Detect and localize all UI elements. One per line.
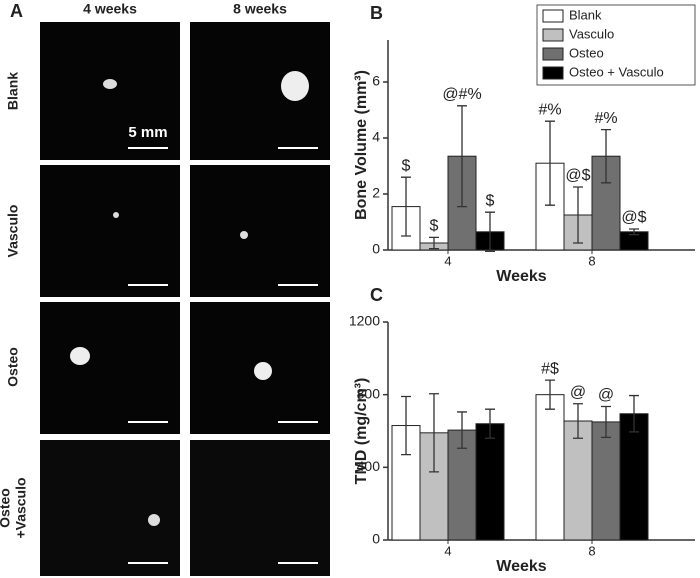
error-whisker bbox=[601, 128, 611, 184]
legend-label: Osteo bbox=[569, 45, 604, 60]
bar bbox=[591, 421, 621, 541]
scale-label: 5 mm bbox=[128, 124, 167, 141]
row-label: Osteo bbox=[5, 347, 21, 387]
error-bar bbox=[629, 228, 639, 236]
bone-blob bbox=[254, 362, 272, 380]
panel-label: C bbox=[370, 285, 383, 305]
bone-blob bbox=[148, 514, 160, 526]
error-whisker bbox=[629, 394, 639, 433]
error-whisker bbox=[401, 395, 411, 456]
error-whisker bbox=[457, 105, 467, 208]
y-tick-label: 400 bbox=[357, 458, 381, 474]
error-whisker bbox=[485, 211, 495, 253]
image bbox=[190, 440, 330, 576]
image bbox=[190, 165, 330, 297]
annotation: @$ bbox=[621, 209, 646, 226]
image bbox=[190, 22, 330, 160]
image bbox=[40, 22, 180, 160]
x-tick-label: 4 bbox=[444, 543, 451, 558]
x-tick-label: 8 bbox=[588, 253, 595, 268]
x-tick-label: 4 bbox=[444, 253, 451, 268]
annotation: #% bbox=[594, 110, 617, 127]
error-bar bbox=[545, 120, 555, 206]
error-bar bbox=[429, 393, 439, 473]
image bbox=[40, 440, 180, 576]
y-tick-label: 0 bbox=[372, 241, 380, 257]
x-tick-label: 8 bbox=[588, 543, 595, 558]
legend-swatch bbox=[542, 9, 564, 23]
y-tick-label: 2 bbox=[372, 185, 380, 201]
error-bar bbox=[573, 403, 583, 439]
legend-label: Blank bbox=[569, 7, 602, 22]
y-axis-label: Bone Volume (mm³) bbox=[353, 70, 370, 220]
y-tick-label: 4 bbox=[372, 129, 380, 145]
error-whisker bbox=[429, 393, 439, 473]
column-header: 4 weeks bbox=[83, 1, 137, 17]
annotation: $ bbox=[430, 218, 439, 235]
error-bar bbox=[601, 405, 611, 439]
bone-blob bbox=[103, 79, 117, 89]
y-tick-label: 0 bbox=[372, 531, 380, 547]
error-whisker bbox=[545, 120, 555, 206]
x-axis-label: Weeks bbox=[496, 558, 547, 575]
panel-label: B bbox=[370, 3, 383, 23]
error-bar bbox=[457, 411, 467, 449]
error-bar bbox=[573, 186, 583, 244]
error-whisker bbox=[573, 403, 583, 439]
y-tick-label: 6 bbox=[372, 73, 380, 89]
error-bar bbox=[429, 236, 439, 250]
annotation: #% bbox=[538, 101, 561, 118]
annotation: @#% bbox=[442, 86, 481, 103]
error-whisker bbox=[429, 236, 439, 250]
error-whisker bbox=[601, 405, 611, 439]
y-tick-label: 800 bbox=[357, 385, 381, 401]
panel-label: A bbox=[10, 1, 23, 21]
row-label: +Vasculo bbox=[13, 477, 29, 538]
annotation: $ bbox=[486, 192, 495, 209]
error-bar bbox=[545, 379, 555, 410]
y-axis-label: TMD (mg/cm³) bbox=[353, 378, 370, 485]
legend-swatch bbox=[542, 28, 564, 42]
bar bbox=[475, 423, 505, 541]
legend-label: Osteo + Vasculo bbox=[569, 64, 664, 79]
error-whisker bbox=[485, 408, 495, 439]
error-bar bbox=[629, 394, 639, 433]
error-whisker bbox=[401, 176, 411, 237]
image bbox=[40, 165, 180, 297]
annotation: @$ bbox=[565, 167, 590, 184]
bone-blob bbox=[113, 212, 119, 218]
column-header: 8 weeks bbox=[233, 1, 287, 17]
error-whisker bbox=[573, 186, 583, 244]
error-whisker bbox=[629, 228, 639, 236]
row-label: Blank bbox=[5, 72, 21, 110]
legend-swatch bbox=[542, 66, 564, 80]
error-whisker bbox=[545, 379, 555, 410]
bar bbox=[619, 413, 649, 541]
error-bar bbox=[485, 211, 495, 253]
error-bar bbox=[485, 408, 495, 439]
error-bar bbox=[457, 105, 467, 208]
bone-blob bbox=[240, 231, 248, 239]
legend-label: Vasculo bbox=[569, 26, 614, 41]
error-bar bbox=[401, 176, 411, 237]
bone-blob bbox=[281, 71, 309, 101]
annotation: @ bbox=[598, 387, 614, 404]
annotation: @ bbox=[570, 384, 586, 401]
row-label: Osteo bbox=[0, 488, 13, 528]
image bbox=[40, 302, 180, 434]
annotation: #$ bbox=[541, 360, 559, 377]
legend-swatch bbox=[542, 47, 564, 61]
error-bar bbox=[601, 128, 611, 184]
x-axis-label: Weeks bbox=[496, 268, 547, 285]
bone-blob bbox=[70, 347, 90, 365]
error-whisker bbox=[457, 411, 467, 449]
error-bar bbox=[401, 395, 411, 456]
row-label: Vasculo bbox=[5, 205, 21, 258]
y-tick-label: 1200 bbox=[349, 313, 380, 329]
annotation: $ bbox=[402, 157, 411, 174]
image-panels: 5 mm bbox=[40, 22, 330, 576]
bar bbox=[535, 394, 565, 541]
